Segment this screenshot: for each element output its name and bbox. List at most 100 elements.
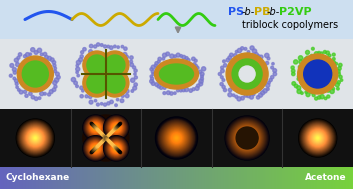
- Circle shape: [233, 124, 261, 152]
- Circle shape: [117, 124, 120, 127]
- Circle shape: [314, 52, 319, 56]
- Circle shape: [83, 48, 86, 51]
- Circle shape: [318, 51, 321, 54]
- Circle shape: [25, 53, 30, 57]
- Circle shape: [52, 88, 56, 91]
- Circle shape: [156, 117, 197, 159]
- Circle shape: [201, 77, 203, 80]
- Circle shape: [252, 49, 257, 53]
- Circle shape: [268, 81, 270, 84]
- Circle shape: [19, 122, 52, 154]
- Circle shape: [95, 146, 97, 149]
- Circle shape: [241, 47, 244, 50]
- Circle shape: [94, 126, 96, 128]
- Circle shape: [110, 131, 113, 133]
- Circle shape: [125, 94, 129, 98]
- Circle shape: [197, 84, 200, 87]
- Circle shape: [95, 147, 97, 149]
- Circle shape: [258, 93, 263, 97]
- Circle shape: [88, 120, 103, 135]
- Circle shape: [92, 124, 95, 127]
- Circle shape: [92, 145, 99, 152]
- Circle shape: [19, 90, 23, 94]
- Circle shape: [116, 126, 118, 128]
- Circle shape: [23, 126, 48, 150]
- Circle shape: [167, 129, 186, 147]
- Circle shape: [119, 151, 121, 153]
- Circle shape: [170, 132, 183, 144]
- Circle shape: [324, 97, 327, 100]
- Circle shape: [71, 77, 76, 82]
- Circle shape: [176, 137, 177, 139]
- Circle shape: [238, 129, 256, 147]
- Circle shape: [43, 92, 46, 95]
- Circle shape: [311, 47, 314, 50]
- Circle shape: [20, 122, 51, 154]
- Circle shape: [91, 123, 100, 132]
- Circle shape: [91, 123, 94, 125]
- Circle shape: [109, 121, 123, 135]
- Circle shape: [166, 128, 187, 148]
- Circle shape: [101, 134, 104, 136]
- Circle shape: [340, 79, 343, 81]
- Circle shape: [115, 126, 118, 129]
- Circle shape: [172, 134, 181, 142]
- Circle shape: [76, 67, 80, 71]
- Circle shape: [125, 89, 129, 93]
- Circle shape: [96, 129, 99, 131]
- Circle shape: [222, 79, 225, 81]
- Circle shape: [107, 45, 109, 48]
- Circle shape: [110, 142, 112, 144]
- Circle shape: [16, 86, 18, 88]
- Circle shape: [91, 150, 94, 152]
- Circle shape: [201, 75, 203, 78]
- Circle shape: [98, 143, 101, 145]
- Circle shape: [13, 77, 16, 80]
- Circle shape: [157, 60, 160, 63]
- Circle shape: [27, 130, 43, 146]
- Circle shape: [17, 56, 53, 92]
- Circle shape: [95, 127, 97, 129]
- Circle shape: [337, 87, 339, 90]
- Circle shape: [223, 60, 225, 63]
- Circle shape: [92, 125, 99, 131]
- Circle shape: [118, 150, 120, 152]
- Circle shape: [110, 142, 122, 155]
- Circle shape: [173, 135, 180, 141]
- Circle shape: [113, 125, 119, 131]
- Circle shape: [106, 136, 108, 138]
- Circle shape: [90, 122, 101, 133]
- Circle shape: [106, 138, 127, 159]
- Circle shape: [111, 122, 121, 133]
- Circle shape: [113, 128, 116, 131]
- Circle shape: [45, 55, 48, 59]
- Circle shape: [308, 128, 328, 148]
- Circle shape: [115, 147, 118, 150]
- Circle shape: [150, 68, 153, 71]
- Bar: [0, 39, 353, 109]
- Circle shape: [48, 93, 50, 96]
- Circle shape: [107, 135, 109, 137]
- Circle shape: [23, 125, 48, 151]
- Circle shape: [34, 97, 38, 101]
- Circle shape: [109, 132, 112, 135]
- Circle shape: [184, 87, 189, 92]
- Circle shape: [311, 132, 324, 144]
- Circle shape: [115, 126, 118, 129]
- Circle shape: [174, 92, 176, 94]
- Circle shape: [121, 94, 124, 97]
- Circle shape: [96, 103, 99, 106]
- Circle shape: [238, 129, 256, 147]
- Circle shape: [220, 76, 223, 79]
- Circle shape: [317, 96, 321, 99]
- Circle shape: [85, 95, 88, 98]
- Circle shape: [116, 148, 118, 150]
- Circle shape: [163, 86, 166, 89]
- Circle shape: [102, 139, 105, 141]
- Circle shape: [111, 143, 113, 145]
- Circle shape: [226, 58, 230, 62]
- Circle shape: [163, 92, 166, 94]
- Circle shape: [110, 132, 112, 134]
- Circle shape: [34, 136, 37, 139]
- Circle shape: [31, 134, 39, 142]
